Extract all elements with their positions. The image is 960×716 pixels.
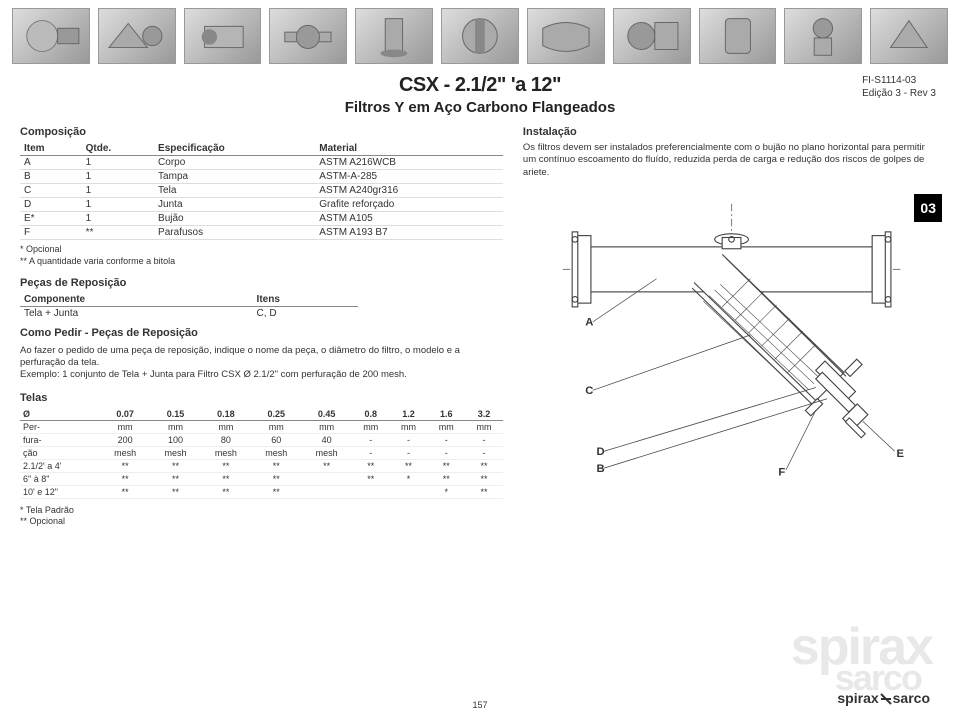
composicao-table: Item Qtde. Especificação Material A1Corp…	[20, 142, 503, 240]
telas-heading: Telas	[20, 392, 503, 404]
thumb-8	[613, 8, 691, 64]
thumb-3	[184, 8, 262, 64]
pecas-itens: C, D	[253, 307, 358, 321]
thumb-6	[441, 8, 519, 64]
label-d: D	[596, 446, 604, 458]
page-subtitle: Filtros Y em Aço Carbono Flangeados	[0, 99, 960, 116]
como-block: Como Pedir - Peças de Reposição Ao fazer…	[20, 326, 503, 381]
table-row: A1CorpoASTM A216WCB	[20, 156, 503, 170]
th-espec: Especificação	[154, 142, 315, 156]
pecas-comp: Tela + Junta	[20, 307, 253, 321]
instalacao-heading: Instalação	[523, 126, 940, 138]
th-item: Item	[20, 142, 82, 156]
table-row: 2.1/2' a 4'******************	[20, 459, 503, 472]
thumb-7	[527, 8, 605, 64]
doc-id: FI-S1114-03 Edição 3 - Rev 3	[862, 74, 936, 100]
header: CSX - 2.1/2" 'a 12" Filtros Y em Aço Car…	[0, 68, 960, 126]
telas-foot2: ** Opcional	[20, 516, 503, 528]
pecas-table: Componente Itens Tela + Junta C, D	[20, 293, 358, 320]
comp-foot2: ** A quantidade varia conforme a bitola	[20, 256, 503, 268]
thumb-9	[699, 8, 777, 64]
table-row: Per-mmmmmmmmmmmmmmmmmm	[20, 420, 503, 433]
left-column: Composição Item Qtde. Especificação Mate…	[20, 126, 503, 538]
telas-footnotes: * Tela Padrão ** Opcional	[20, 505, 503, 528]
comp-footnotes: * Opcional ** A quantidade varia conform…	[20, 244, 503, 267]
brand-logo: spiraxsarco	[837, 690, 930, 706]
table-row: çãomeshmeshmeshmeshmesh----	[20, 446, 503, 459]
page-number: 157	[472, 700, 487, 710]
label-a: A	[585, 317, 593, 329]
th-comp: Componente	[20, 293, 253, 307]
right-column: Instalação Os filtros devem ser instalad…	[523, 126, 940, 538]
instalacao-body: Os filtros devem ser instalados preferen…	[523, 142, 940, 179]
th-itens: Itens	[253, 293, 358, 307]
page-title: CSX - 2.1/2" 'a 12"	[0, 74, 960, 97]
section-badge: 03	[914, 194, 942, 222]
doc-rev: Edição 3 - Rev 3	[862, 87, 936, 100]
comp-foot1: * Opcional	[20, 244, 503, 256]
th-mat: Material	[315, 142, 503, 156]
label-c: C	[585, 385, 593, 397]
label-b: B	[596, 463, 604, 475]
label-e: E	[896, 448, 904, 460]
table-row: B1TampaASTM-A-285	[20, 170, 503, 184]
table-row: E*1BujãoASTM A105	[20, 212, 503, 226]
table-row: F**ParafusosASTM A193 B7	[20, 226, 503, 240]
table-row: D1JuntaGrafite reforçado	[20, 198, 503, 212]
strainer-diagram: A C D B F E	[523, 185, 940, 485]
como-heading: Como Pedir - Peças de Reposição	[20, 326, 503, 340]
thumb-1	[12, 8, 90, 64]
pecas-heading: Peças de Reposição	[20, 277, 503, 289]
como-body1: Ao fazer o pedido de uma peça de reposiç…	[20, 345, 460, 368]
doc-number: FI-S1114-03	[862, 74, 936, 87]
thumb-5	[355, 8, 433, 64]
thumb-4	[269, 8, 347, 64]
th-qtde: Qtde.	[82, 142, 154, 156]
thumbnail-strip	[0, 0, 960, 68]
table-row: C1TelaASTM A240gr316	[20, 184, 503, 198]
thumb-10	[784, 8, 862, 64]
label-f: F	[778, 467, 785, 479]
table-row: 6" à 8"***************	[20, 472, 503, 485]
telas-table: Ø0.070.150.180.250.450.81.21.63.2 Per-mm…	[20, 408, 503, 499]
table-row: 10' e 12"***********	[20, 485, 503, 498]
telas-foot1: * Tela Padrão	[20, 505, 503, 517]
thumb-2	[98, 8, 176, 64]
composicao-heading: Composição	[20, 126, 503, 138]
brand-watermark: spirax sarco	[791, 625, 932, 694]
table-row: fura-200100806040----	[20, 433, 503, 446]
como-body2: Exemplo: 1 conjunto de Tela + Junta para…	[20, 369, 407, 380]
thumb-11	[870, 8, 948, 64]
